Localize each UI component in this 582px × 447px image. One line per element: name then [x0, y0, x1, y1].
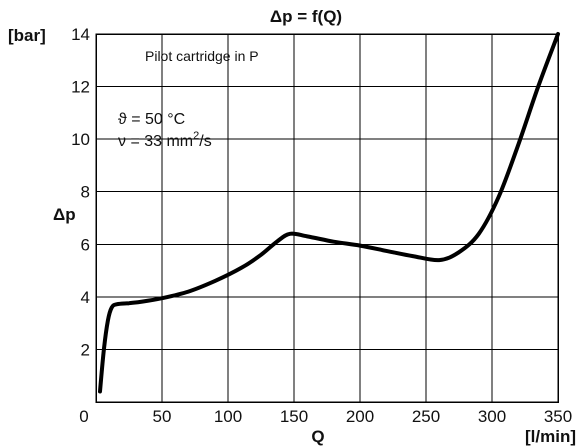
x-tick-label: 250: [412, 407, 440, 426]
y-axis-label: Δp: [53, 205, 76, 224]
y-tick-label: 2: [81, 340, 90, 359]
plot-frame: [95, 33, 559, 403]
temperature-annotation: ϑ = 50 °C: [118, 111, 185, 128]
y-tick-label: 6: [81, 235, 90, 254]
y-tick-labels: 2 4 6 8 10 12 14: [71, 25, 90, 359]
series-line: [98, 32, 560, 394]
x-axis-unit: [l/min]: [525, 427, 576, 446]
viscosity-suffix: /s: [199, 133, 211, 150]
y-axis-unit: [bar]: [8, 26, 46, 45]
x-tick-label: 200: [346, 407, 374, 426]
x-tick-label: 0: [79, 407, 88, 426]
x-tick-label: 300: [478, 407, 506, 426]
x-tick-label: 50: [153, 407, 172, 426]
y-tick-label: 4: [81, 288, 90, 307]
viscosity-prefix: ν = 33 mm: [118, 133, 193, 150]
chart-title: Δp = f(Q): [270, 7, 342, 26]
x-axis-label: Q: [311, 427, 324, 446]
x-tick-label: 150: [280, 407, 308, 426]
y-tick-label: 10: [71, 130, 90, 149]
x-tick-label: 350: [544, 407, 572, 426]
x-tick-label: 100: [214, 407, 242, 426]
y-tick-label: 12: [71, 78, 90, 97]
x-tick-labels: 0 50 100 150 200 250 300 350: [79, 407, 572, 426]
viscosity-exponent: 2: [193, 130, 199, 142]
pilot-cartridge-note: Pilot cartridge in P: [145, 48, 259, 64]
viscosity-annotation: ν = 33 mm2/s: [118, 130, 212, 150]
y-tick-label: 14: [71, 25, 90, 44]
y-tick-label: 8: [81, 183, 90, 202]
grid: [96, 34, 558, 402]
